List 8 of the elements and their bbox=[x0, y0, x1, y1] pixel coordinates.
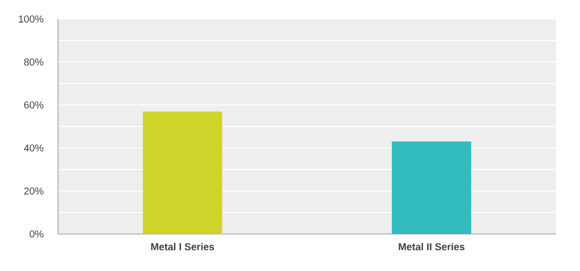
y-tick-label: 60% bbox=[24, 101, 44, 109]
y-tick-label: 100% bbox=[18, 15, 44, 23]
x-tick-label: Metal II Series bbox=[398, 242, 464, 250]
x-tick-label: Metal I Series bbox=[151, 242, 214, 250]
y-tick-label: 20% bbox=[24, 187, 44, 195]
y-tick-label: 40% bbox=[24, 144, 44, 152]
y-tick-label: 0% bbox=[30, 230, 44, 238]
y-tick-label: 80% bbox=[24, 58, 44, 66]
